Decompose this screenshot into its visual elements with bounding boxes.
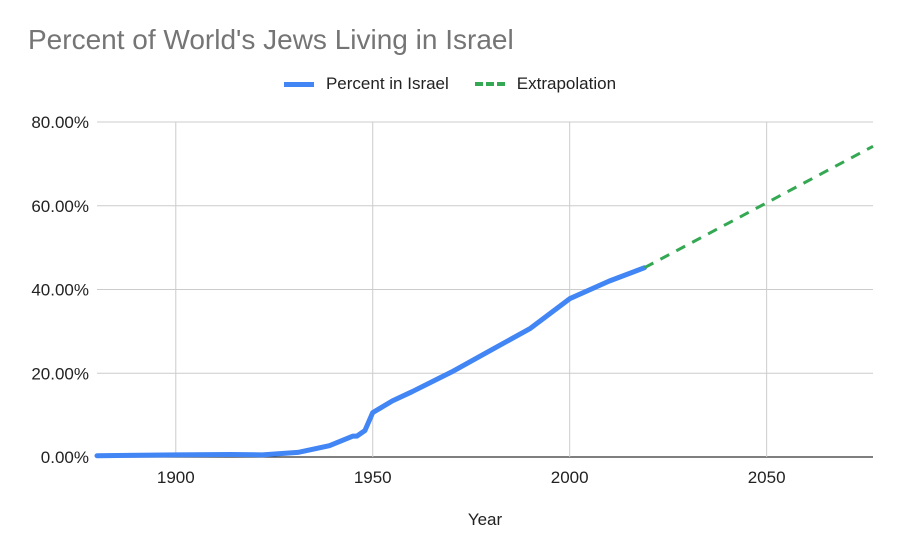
legend-item-series-1[interactable]: Percent in Israel (283, 74, 449, 94)
y-tick-label: 20.00% (31, 364, 89, 383)
series-line-2 (643, 144, 874, 270)
chart-title: Percent of World's Jews Living in Israel (28, 24, 514, 55)
x-tick-label: 1950 (354, 468, 392, 487)
y-tick-labels: 0.00% 20.00% 40.00% 60.00% 80.00% (31, 113, 89, 467)
y-tick-label: 0.00% (41, 448, 89, 467)
legend-swatch-series-1 (283, 81, 314, 87)
grid-lines (97, 121, 873, 458)
x-tick-label: 1900 (157, 468, 195, 487)
legend: Percent in Israel Extrapolation (0, 74, 900, 94)
x-tick-label: 2050 (748, 468, 786, 487)
x-tick-label: 2000 (551, 468, 589, 487)
y-tick-label: 40.00% (31, 281, 89, 300)
x-axis-label: Year (468, 510, 503, 529)
legend-item-series-2[interactable]: Extrapolation (474, 74, 617, 94)
series-line-1 (94, 265, 647, 459)
series-lines (94, 144, 874, 459)
legend-label-series-2: Extrapolation (516, 74, 617, 93)
legend-label-series-1: Percent in Israel (325, 74, 449, 93)
y-tick-label: 80.00% (31, 113, 89, 132)
y-tick-label: 60.00% (31, 197, 89, 216)
x-tick-labels: 1900 1950 2000 2050 (157, 468, 786, 487)
legend-swatch-series-2 (474, 82, 505, 86)
